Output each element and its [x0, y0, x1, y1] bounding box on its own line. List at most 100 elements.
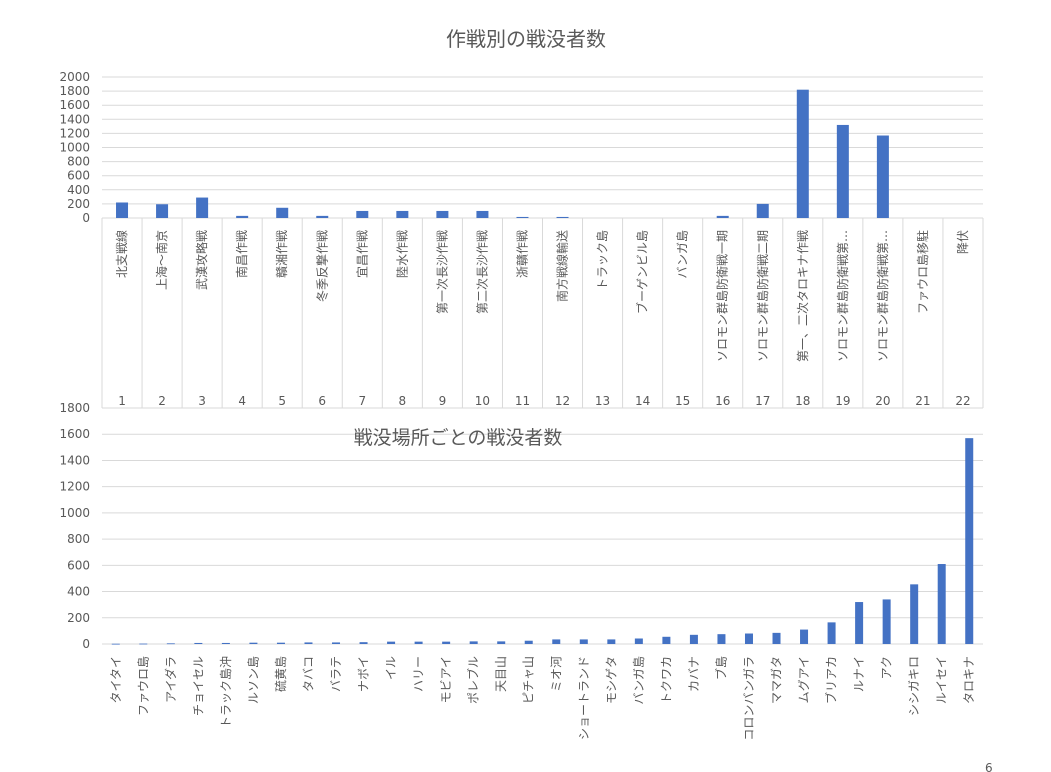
chart1-y-tick-label: 200 [67, 197, 90, 211]
chart2-bar [249, 642, 258, 644]
chart1-category-number: 5 [278, 394, 286, 408]
chart1-title: 作戦別の戦没者数 [446, 27, 606, 51]
chart1-bar [516, 216, 529, 218]
chart1-x-tick-label: 武漢攻略戦 [194, 230, 209, 290]
chart2-bar [579, 639, 588, 644]
chart1-bar [276, 207, 289, 218]
chart1-y-tick-label: 800 [67, 155, 90, 169]
chart2-bar [332, 642, 341, 644]
chart1-x-tick-label: 贛湘作戦 [274, 230, 289, 278]
chart2-x-tick-label: モシゲタ [604, 656, 618, 704]
chart1-category-number: 13 [595, 394, 610, 408]
chart2-bar [221, 642, 230, 644]
chart1-x-tick-label: 南昌作戦 [234, 230, 249, 278]
chart2-bar [442, 641, 451, 644]
chart1-bar [316, 215, 329, 218]
chart1-bar [756, 203, 769, 218]
chart2-x-tick-label: ポレブル [466, 656, 481, 704]
chart1-y-tick-label: 1600 [59, 98, 90, 112]
chart2-bar [276, 642, 285, 644]
chart1-category-number: 19 [835, 394, 850, 408]
chart1-category-number: 7 [358, 394, 366, 408]
chart2-x-tick-label: シシガキロ [907, 656, 921, 716]
chart1-bar [716, 215, 729, 218]
chart1-bar [116, 202, 129, 218]
chart2-x-tick-label: ブ島 [713, 656, 728, 680]
chart2-x-tick-label: ルイセイ [935, 656, 949, 704]
chart2-bar [111, 643, 120, 645]
chart2-x-tick-label: 天目山 [494, 656, 508, 692]
chart2-y-tick-label: 600 [67, 558, 90, 572]
chart1-bar [556, 216, 569, 218]
chart1-x-tick-label: ソロモン群島防衛戦第… [835, 230, 850, 362]
chart2-x-tick-label: バラテ [329, 656, 343, 692]
chart2-bar [552, 639, 561, 644]
chart2-bar [387, 641, 396, 644]
chart2-bar [139, 643, 148, 645]
chart1-x-tick-label: ブーゲンビル島 [635, 230, 650, 314]
chart1-x-tick-label: ソロモン群島防衛戦一期 [715, 230, 730, 362]
chart1-x-tick-label: トラック島 [595, 230, 610, 290]
chart1-y-tick-label: 1000 [59, 141, 90, 155]
chart1-category-number: 14 [635, 394, 650, 408]
chart1-bar [436, 210, 449, 218]
chart1-x-tick-label: 冬季反撃作戦 [314, 230, 329, 302]
chart1-x-tick-label: 第一、二次タロキナ作戦 [796, 230, 810, 362]
chart2-bar [717, 634, 726, 644]
chart1-x-tick-label: 第二次長沙作戦 [475, 230, 489, 314]
chart2-bar [965, 438, 974, 644]
chart1-y-tick-label: 1200 [59, 126, 90, 140]
chart2-bar [497, 641, 506, 644]
chart2-x-tick-label: ナボイ [357, 656, 371, 692]
chart1-category-number: 1 [118, 394, 126, 408]
chart1-bar [836, 124, 849, 218]
chart2-x-tick-label: タロキナ [962, 656, 976, 704]
chart1-bar [156, 204, 169, 218]
chart1-category-number: 3 [198, 394, 206, 408]
chart2-x-tick-label: タイタイ [109, 656, 123, 704]
chart2-bar [689, 634, 698, 644]
chart2-x-tick-label: ルナイ [852, 656, 866, 692]
chart1-bar [236, 215, 249, 218]
chart2-y-tick-label: 200 [67, 611, 90, 625]
chart2-y-tick-label: 1000 [59, 506, 90, 520]
chart2-x-tick-label: アク [880, 656, 894, 679]
chart1-bar [196, 197, 209, 218]
chart2-bar [359, 642, 368, 644]
chart1-x-tick-label: ソロモン群島防衛戦二期 [755, 230, 770, 362]
chart2-bar [855, 602, 864, 644]
chart2-y-tick-label: 1600 [59, 427, 90, 441]
chart1-category-number: 2 [158, 394, 166, 408]
chart2-x-tick-label: ママガタ [770, 656, 784, 704]
chart1-x-tick-label: 第一次長沙作戦 [435, 230, 449, 314]
chart2-bar [772, 632, 781, 644]
chart2-bar [662, 636, 671, 644]
chart1-x-tick-label: バンガ島 [675, 230, 690, 279]
chart2-x-tick-label: バンガ島 [631, 656, 646, 705]
chart2-title: 戦没場所ごとの戦没者数 [354, 427, 563, 449]
chart1-y-tick-label: 1400 [59, 112, 90, 126]
chart2-bar [882, 599, 891, 644]
chart1-x-tick-label: 陸水作戦 [395, 230, 409, 278]
chart1-category-number: 20 [875, 394, 890, 408]
chart2-y-tick-label: 1800 [59, 401, 90, 415]
chart2-x-tick-label: カバナ [687, 656, 701, 692]
chart1-bar [876, 135, 889, 218]
chart2-plot: 0 200 400 600 800 1000 1200 1400 1600 1800 タイタイ ファウ… [59, 401, 983, 741]
chart1-x-tick-label: 南方戦線輸送 [555, 230, 570, 302]
chart1-y-tick-label: 2000 [59, 70, 90, 84]
chart2-bar [524, 640, 533, 644]
chart2-x-tick-label: イル [384, 656, 398, 680]
chart1-bar [356, 210, 369, 218]
chart2-bar [166, 643, 175, 645]
chart2-x-tick-label: アイダラ [163, 656, 178, 703]
chart2-x-tick-label: トラック島沖 [218, 656, 233, 728]
chart1-y-tick-label: 400 [67, 183, 90, 197]
chart2-y-tick-label: 800 [67, 532, 90, 546]
chart2-x-tick-label: ミオ河 [549, 656, 563, 692]
chart1-category-number: 22 [955, 394, 970, 408]
chart2-x-tick-label: ムグアイ [797, 656, 811, 703]
chart2-bar [304, 642, 313, 644]
chart1-x-tick-label: 降伏 [956, 230, 970, 254]
